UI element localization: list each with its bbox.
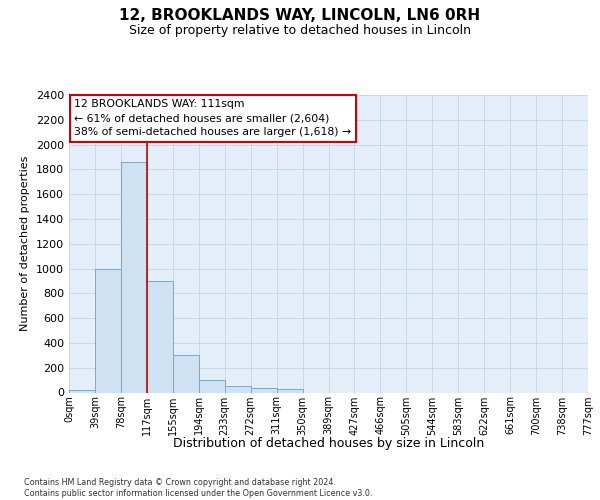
- Bar: [251, 388, 277, 392]
- Bar: [277, 389, 302, 392]
- Bar: [173, 356, 199, 393]
- Text: Size of property relative to detached houses in Lincoln: Size of property relative to detached ho…: [129, 24, 471, 37]
- Bar: [199, 380, 224, 392]
- Text: Distribution of detached houses by size in Lincoln: Distribution of detached houses by size …: [173, 438, 484, 450]
- Bar: [147, 281, 173, 392]
- Text: 12 BROOKLANDS WAY: 111sqm
← 61% of detached houses are smaller (2,604)
38% of se: 12 BROOKLANDS WAY: 111sqm ← 61% of detac…: [74, 100, 352, 138]
- Bar: [121, 162, 147, 392]
- Bar: [95, 268, 121, 392]
- Text: Contains HM Land Registry data © Crown copyright and database right 2024.
Contai: Contains HM Land Registry data © Crown c…: [24, 478, 373, 498]
- Bar: [225, 386, 251, 392]
- Y-axis label: Number of detached properties: Number of detached properties: [20, 156, 31, 332]
- Text: 12, BROOKLANDS WAY, LINCOLN, LN6 0RH: 12, BROOKLANDS WAY, LINCOLN, LN6 0RH: [119, 8, 481, 22]
- Bar: [69, 390, 95, 392]
